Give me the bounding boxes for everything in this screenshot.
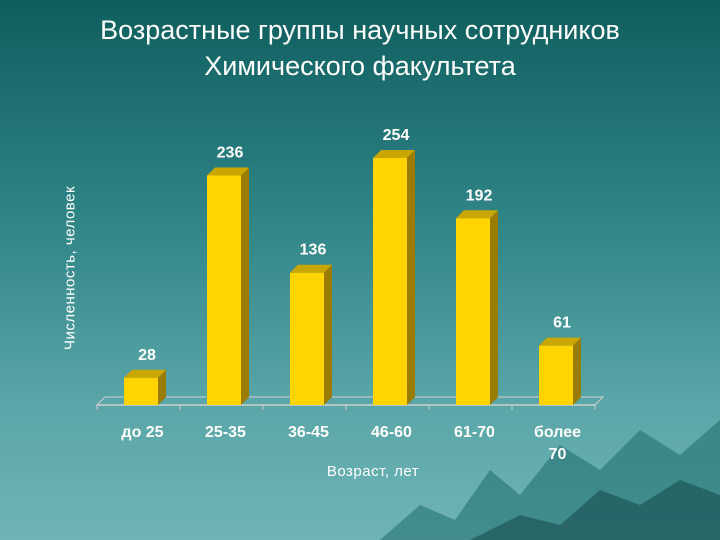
bar <box>207 175 241 405</box>
data-label: 136 <box>300 242 327 259</box>
bar-top <box>207 167 249 176</box>
chart-title-line-1: Возрастные группы научных сотрудников <box>100 15 620 45</box>
x-tick-label: 61-70 <box>454 424 495 441</box>
chart-title: Возрастные группы научных сотрудников Хи… <box>0 12 720 84</box>
x-tick-label: 46-60 <box>371 424 412 441</box>
bar-side <box>573 337 581 405</box>
data-label: 28 <box>138 347 156 364</box>
bar-side <box>490 210 498 405</box>
data-label: 61 <box>553 315 571 332</box>
chart-title-line-2: Химического факультета <box>204 51 516 81</box>
x-tick-label: 36-45 <box>288 424 329 441</box>
bar-top <box>124 369 166 378</box>
x-axis-label: Возраст, лет <box>326 463 420 480</box>
bar-top <box>290 264 332 273</box>
data-label: 192 <box>466 187 493 204</box>
bar <box>290 272 324 405</box>
bar-side <box>241 167 249 405</box>
bar-side <box>324 264 332 405</box>
bar <box>373 158 407 405</box>
x-tick-label: 70 <box>549 446 567 463</box>
bar <box>124 377 158 405</box>
bar-side <box>407 150 415 405</box>
data-label: 236 <box>217 145 244 162</box>
data-label: 254 <box>383 127 410 144</box>
bar <box>456 218 490 405</box>
bar-top <box>373 150 415 158</box>
bar-side <box>158 369 166 405</box>
x-tick-label: более <box>534 424 581 441</box>
x-tick-label: 25-35 <box>205 424 246 441</box>
x-tick-label: до 25 <box>121 424 163 441</box>
bar-top <box>539 337 581 346</box>
bar-top <box>456 210 498 219</box>
bar <box>539 345 573 405</box>
x-axis-floor <box>95 396 605 406</box>
